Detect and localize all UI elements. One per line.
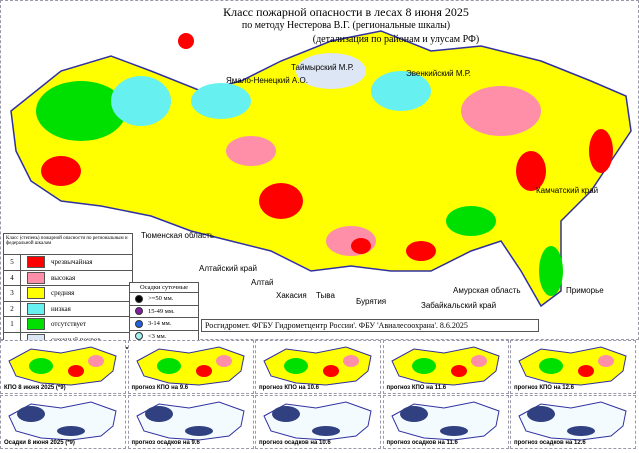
precip-forecast-thumbnail[interactable]: прогноз осадков на 12.6: [510, 395, 636, 449]
thumbnail-caption: прогноз осадков на 9.6: [131, 440, 200, 446]
source-footer: Росгидромет. ФГБУ Гидрометцентр России'.…: [201, 319, 539, 332]
precip-forecast-thumbnail[interactable]: прогноз осадков на 10.6: [255, 395, 381, 449]
fire-danger-map: [10, 30, 632, 308]
precip-forecast-thumbnail[interactable]: прогноз осадков на 11.6: [382, 395, 509, 449]
region-label: Амурская область: [453, 286, 521, 295]
legend-header: Класс (степень) пожарной опасности по ре…: [4, 234, 132, 255]
class-number: 4: [4, 270, 21, 285]
map-subtitle-detail: (детализация по районам и улусам РФ): [312, 34, 480, 45]
danger-zones: [36, 33, 613, 296]
precip-label: <3 мм.: [148, 332, 167, 340]
map-title: Класс пожарной опасности в лесах 8 июня …: [223, 5, 469, 19]
precip-forecast-thumbnail[interactable]: Осадки 8 июня 2025 (*9): [0, 395, 126, 449]
class-label: средняя: [51, 289, 75, 298]
fire-forecast-thumbnail[interactable]: прогноз КПО на 9.6: [127, 340, 254, 394]
precipitation-legend: Осадки суточные >=50 мм. 15-49 мм. 3-14 мм…: [129, 282, 199, 343]
mini-map: [263, 401, 372, 441]
precip-legend-header: Осадки суточные: [140, 284, 188, 291]
color-swatch: [27, 271, 45, 284]
color-swatch: [27, 318, 45, 331]
class-label: снежный покров: [51, 336, 101, 344]
region-label: Таймырский М.Р.: [291, 63, 354, 72]
legend-item: 4 высокая: [4, 270, 132, 286]
thumbnail-caption: прогноз КПО на 10.6: [259, 385, 319, 391]
precip-item: >=50 мм.: [130, 292, 198, 305]
thumbnail-caption: прогноз КПО на 11.6: [386, 385, 447, 391]
dot-icon: [135, 319, 143, 328]
fire-forecast-thumbnail[interactable]: прогноз КПО на 11.6: [382, 340, 509, 394]
class-number: 3: [4, 286, 21, 301]
region-label: Ямало-Ненецкий А.О.: [226, 76, 308, 85]
precip-item: <3 мм.: [130, 329, 198, 343]
class-label: отсутствует: [51, 320, 87, 329]
mini-map: [390, 401, 500, 441]
color-swatch: [27, 256, 45, 269]
region-label: Тыва: [316, 291, 335, 300]
region-label: Алтайский край: [199, 264, 258, 273]
fire-class-legend: Класс (степень) пожарной опасности по ре…: [3, 233, 133, 349]
region-label: Тюменская область: [141, 231, 215, 240]
dot-icon: [135, 332, 143, 341]
mini-map: [8, 346, 117, 386]
mini-map: [135, 401, 245, 441]
mini-map: [135, 346, 245, 386]
thumbnail-caption: прогноз КПО на 9.6: [131, 385, 189, 391]
region-label: Забайкальский край: [421, 301, 497, 310]
precip-label: >=50 мм.: [148, 295, 174, 303]
class-label: чрезвычайная: [51, 258, 93, 267]
class-number: [4, 332, 21, 347]
region-label: Камчатский край: [536, 186, 599, 195]
color-swatch: [27, 302, 45, 315]
mini-map: [8, 401, 117, 441]
legend-item: 2 низкая: [4, 301, 132, 317]
dot-icon: [135, 294, 143, 303]
mini-map: [518, 401, 627, 441]
class-label: высокая: [51, 273, 76, 282]
fire-forecast-thumbnail[interactable]: прогноз КПО на 12.6: [510, 340, 636, 394]
map-subtitle: по методу Нестерова В.Г. (региональные ш…: [241, 20, 451, 31]
legend-item: 3 средняя: [4, 286, 132, 302]
thumbnail-caption: КПО 8 июня 2025 (*9): [4, 385, 66, 391]
mini-map: [390, 346, 500, 386]
thumbnail-caption: прогноз осадков на 10.6: [259, 440, 331, 446]
precip-forecast-thumbnail[interactable]: прогноз осадков на 9.6: [127, 395, 254, 449]
precip-label: 3-14 мм.: [148, 320, 172, 328]
precip-item: 15-49 мм.: [130, 304, 198, 318]
mini-map: [263, 346, 372, 386]
class-number: 2: [4, 301, 21, 316]
thumbnail-caption: Осадки 8 июня 2025 (*9): [4, 440, 75, 446]
main-map: Класс пожарной опасности в лесах 8 июня …: [0, 0, 639, 349]
thumbnail-caption: прогноз осадков на 12.6: [514, 440, 586, 446]
region-label: Бурятия: [356, 297, 387, 306]
class-number: 5: [4, 255, 21, 270]
mini-map: [518, 346, 627, 386]
dot-icon: [135, 307, 143, 316]
region-label: Приморье: [566, 286, 604, 295]
precip-label: 15-49 мм.: [148, 307, 175, 315]
precip-item: 3-14 мм.: [130, 317, 198, 330]
thumbnail-caption: прогноз осадков на 11.6: [386, 440, 458, 446]
class-label: низкая: [51, 304, 71, 313]
region-label: Алтай: [251, 278, 274, 287]
fire-forecast-thumbnail[interactable]: прогноз КПО на 10.6: [255, 340, 381, 394]
legend-item: 5 чрезвычайная: [4, 255, 132, 271]
fire-forecast-thumbnail[interactable]: КПО 8 июня 2025 (*9): [0, 340, 126, 394]
class-number: 1: [4, 317, 21, 332]
color-swatch: [27, 287, 45, 300]
legend-item: 1 отсутствует: [4, 317, 132, 333]
region-label: Хакасия: [276, 291, 307, 300]
region-label: Эвенкийский М.Р.: [406, 69, 471, 78]
thumbnail-caption: прогноз КПО на 12.6: [514, 385, 574, 391]
